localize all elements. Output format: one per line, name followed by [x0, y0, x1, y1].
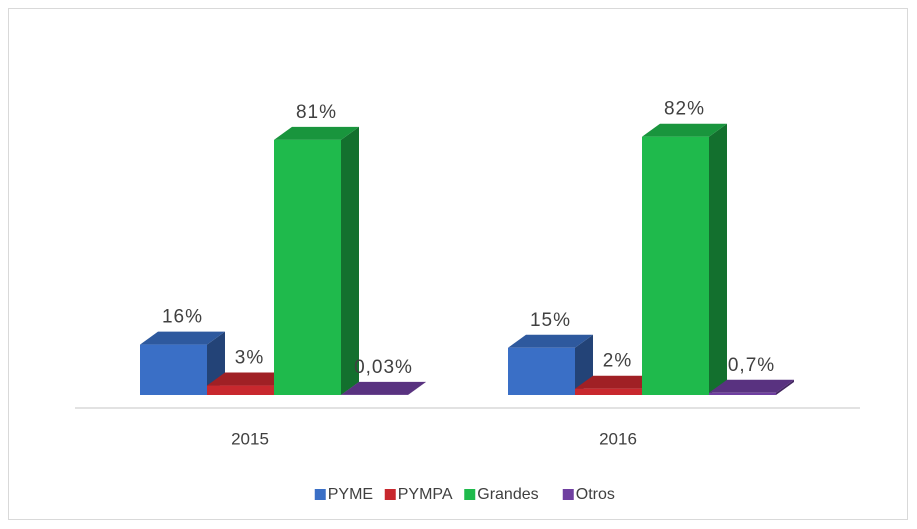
- data-label: 81%: [296, 102, 337, 123]
- legend-swatch: [464, 489, 476, 500]
- bar-side: [709, 123, 727, 395]
- bar-side: [341, 126, 359, 395]
- legend-label: Grandes: [477, 486, 538, 503]
- legend-swatch: [384, 489, 396, 500]
- chart-frame: [8, 8, 908, 520]
- data-label: 82%: [664, 99, 705, 120]
- x-tick-label: 2016: [599, 429, 637, 448]
- bar-top: [274, 126, 359, 140]
- bar: [274, 126, 359, 395]
- bar-top: [140, 331, 225, 345]
- bar-side: [408, 381, 426, 395]
- bar: [642, 123, 727, 395]
- legend-swatch: [562, 489, 574, 500]
- legend-label: PYME: [328, 486, 373, 503]
- data-label: 15%: [530, 310, 571, 331]
- bar: [140, 331, 225, 395]
- bar-side: [776, 379, 794, 395]
- bar: [709, 379, 794, 395]
- bar-front: [274, 139, 341, 395]
- bar-front: [508, 347, 575, 395]
- data-label: 16%: [162, 307, 203, 328]
- bar-top: [709, 379, 794, 393]
- legend-label: Otros: [576, 486, 615, 503]
- bar-top: [207, 372, 292, 386]
- data-label: 3%: [235, 348, 264, 369]
- bar-front: [140, 344, 207, 395]
- bar-front: [709, 392, 776, 395]
- bar-top: [575, 375, 660, 389]
- legend-swatch: [314, 489, 326, 500]
- legend-label: PYMPA: [398, 486, 453, 503]
- bar-top: [341, 381, 426, 395]
- bar-front: [207, 385, 274, 395]
- data-label: 0,7%: [728, 355, 775, 376]
- bar-top: [642, 123, 727, 137]
- x-tick-label: 2015: [231, 429, 269, 448]
- bar-front: [642, 136, 709, 395]
- bar-top: [508, 334, 593, 348]
- data-label: 2%: [603, 351, 632, 372]
- bar-front: [575, 388, 642, 395]
- bar: [341, 381, 426, 395]
- data-label: 0,03%: [354, 357, 413, 378]
